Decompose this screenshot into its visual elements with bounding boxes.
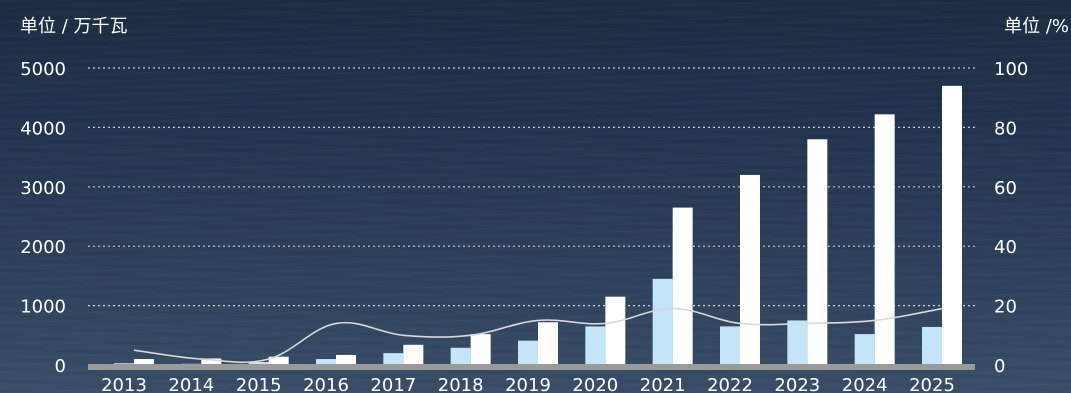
bar-series-2	[672, 207, 693, 365]
bar-series-2	[538, 322, 558, 365]
x-tick-label: 2014	[168, 375, 214, 393]
bar-series-1	[450, 347, 471, 365]
x-tick-label: 2025	[909, 375, 955, 393]
bar-series-2	[134, 359, 154, 365]
y-right-tick-label: 20	[994, 297, 1017, 318]
y-left-tick-label: 1000	[20, 297, 66, 318]
x-tick-label: 2017	[370, 375, 416, 393]
line-series	[133, 307, 943, 364]
bar-series-1	[518, 340, 538, 365]
bar-series-1	[383, 353, 404, 365]
y-right-tick-label: 100	[994, 59, 1028, 80]
bar-series-2	[740, 174, 760, 365]
x-tick-label: 2021	[640, 375, 686, 393]
x-tick-label: 2013	[101, 375, 147, 393]
bar-series-1	[248, 362, 269, 365]
x-tick-label: 2022	[707, 375, 753, 393]
bar-series-1	[854, 334, 875, 365]
x-tick-label: 2018	[438, 375, 484, 393]
y-right-tick-label: 40	[994, 237, 1017, 258]
x-tick-label: 2016	[303, 375, 349, 393]
bar-series-2	[942, 85, 962, 365]
right-axis-unit: 单位 /%	[1004, 16, 1069, 37]
y-right-tick-label: 80	[994, 118, 1017, 139]
y-left-tick-label: 4000	[20, 118, 66, 139]
left-axis-unit: 单位 / 万千瓦	[20, 16, 128, 37]
x-axis-baseline	[88, 364, 975, 370]
bar-series-2	[268, 356, 289, 365]
bar-series-1	[922, 326, 942, 365]
bar-series-1	[316, 359, 336, 365]
y-left-tick-label: 5000	[20, 59, 66, 80]
y-left-tick-label: 0	[55, 356, 66, 377]
x-tick-label: 2015	[236, 375, 282, 393]
x-tick-label: 2023	[774, 375, 820, 393]
y-right-tick-label: 60	[994, 178, 1017, 199]
bar-series-2	[403, 344, 424, 365]
bar-series-1	[720, 326, 740, 365]
bar-series-2	[470, 334, 491, 365]
y-left-tick-label: 2000	[20, 237, 66, 258]
bar-series-2	[201, 358, 222, 365]
x-tick-label: 2024	[842, 375, 888, 393]
y-left-tick-label: 3000	[20, 178, 66, 199]
x-tick-label: 2020	[572, 375, 618, 393]
bar-series-2	[336, 354, 356, 365]
bar-series-2	[605, 296, 626, 365]
bar-series-2	[807, 139, 828, 365]
bar-series-2	[874, 114, 895, 365]
bar-series-1	[585, 326, 606, 365]
bar-series-1	[652, 278, 673, 365]
y-right-tick-label: 0	[994, 356, 1005, 377]
x-tick-label: 2019	[505, 375, 551, 393]
bar-series-1	[787, 320, 808, 365]
